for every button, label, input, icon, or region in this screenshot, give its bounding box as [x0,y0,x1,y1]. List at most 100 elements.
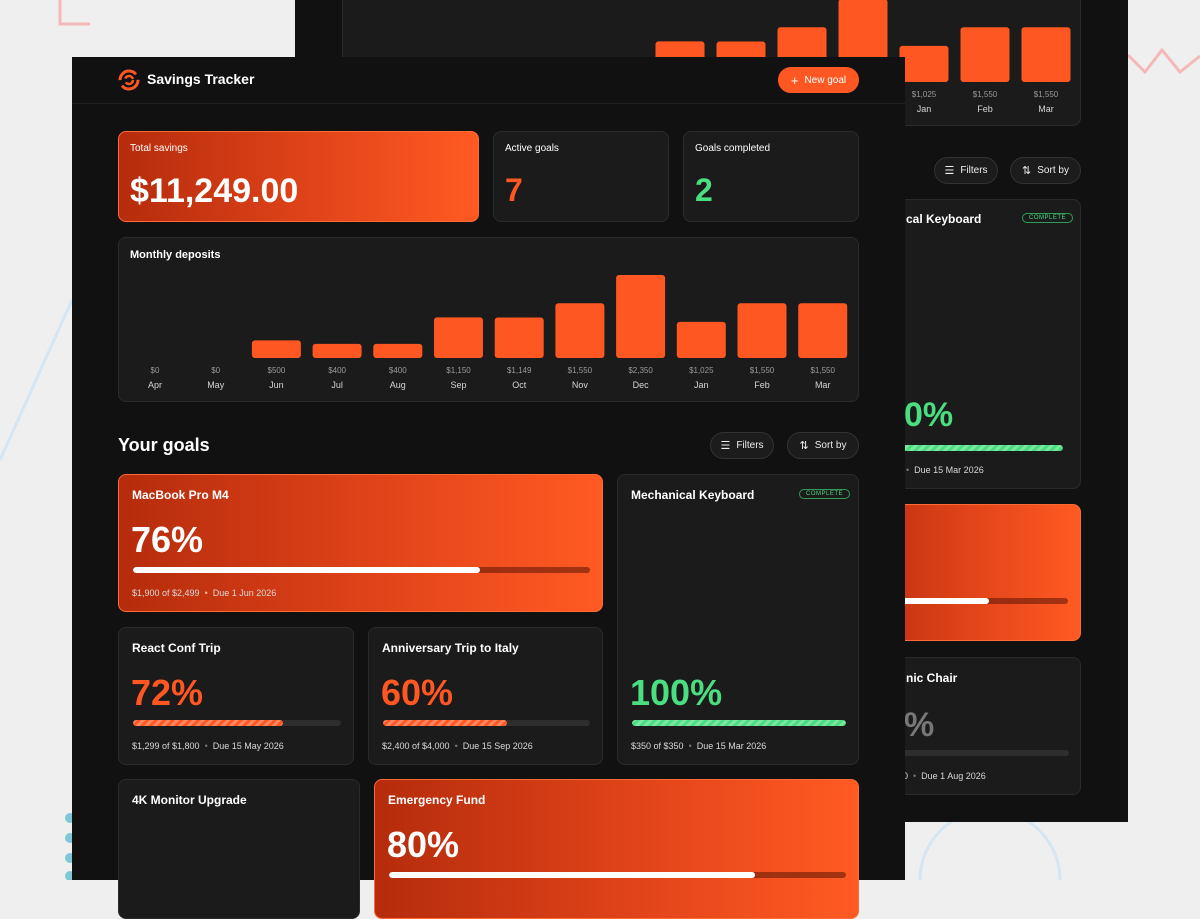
goal-amount: $1,900 of $2,499 [132,588,200,598]
filters-label: Filters [960,165,988,176]
stat-label: Goals completed [695,143,771,154]
goal-due: Due 15 Sep 2026 [462,741,533,751]
stat-card: Total savings $11,249.00 [118,131,479,222]
x-tick-label: Mar [815,380,831,390]
goal-card[interactable]: Emergency Fund 80% [374,779,859,919]
filters-label: Filters [736,440,764,451]
goal-card[interactable]: 4K Monitor Upgrade [118,779,360,919]
value-label: $400 [328,366,346,375]
x-tick-label: Jan [917,104,932,114]
sort-icon: ⇅ [799,440,809,452]
sort-label: Sort by [1037,165,1069,176]
sort-button[interactable]: ⇅ Sort by [1010,157,1081,184]
goal-amount: $2,400 of $4,000 [382,741,450,751]
goal-meta: $350 of $350 • Due 15 Mar 2026 [631,741,766,751]
goal-name: Anniversary Trip to Italy [382,641,519,655]
app-logo [118,69,140,91]
x-tick-label: Sep [450,380,466,390]
value-label: $1,150 [446,366,471,375]
bar [494,317,544,358]
goal-percent: 80% [387,824,460,865]
progress-fill [133,567,481,573]
new-goal-label: New goal [804,74,847,86]
value-label: $2,350 [628,366,653,375]
progress-track [855,445,1063,451]
stat-card: Active goals 7 [493,131,669,222]
progress-fill [133,720,283,726]
plus-icon: + [790,72,799,88]
bar [798,303,848,358]
x-tick-label: Oct [512,380,527,390]
goal-amount: 0 [903,771,909,781]
bar [737,303,787,358]
app-title: Savings Tracker [147,71,255,87]
value-label: $1,550 [568,366,593,375]
x-tick-label: Feb [977,104,993,114]
bar [676,321,726,358]
progress-track [855,598,1068,604]
stat-card: Goals completed 2 [683,131,859,222]
progress-fill [632,720,846,726]
new-goal-button[interactable]: + New goal [778,67,859,93]
decor-line [0,299,74,461]
x-tick-label: May [207,380,225,390]
x-tick-label: Dec [633,380,650,390]
value-label: $1,550 [1034,90,1059,99]
x-tick-label: Jan [694,380,709,390]
goal-amount: $1,299 of $1,800 [132,741,200,751]
x-tick-label: Nov [572,380,589,390]
goal-card[interactable]: Mechanical Keyboard COMPLETE 100% $350 of $… [617,474,859,765]
value-label: $1,550 [973,90,998,99]
goal-meta: $1,299 of $1,800 • Due 15 May 2026 [132,741,284,751]
filters-button[interactable]: ☰ Filters [710,432,774,459]
separator: • [688,741,692,751]
stat-value: 7 [505,172,523,208]
goal-percent: 60% [381,672,454,713]
value-label: $1,025 [912,90,937,99]
sort-label: Sort by [814,440,847,451]
goal-card[interactable]: Anniversary Trip to Italy 60% $2,400 of $4… [368,627,603,765]
filter-icon: ☰ [720,440,731,452]
stat-label: Total savings [130,143,188,154]
goal-name: Mechanical Keyboard [631,488,755,502]
app-window: Savings Tracker + New goal Total savings … [72,57,905,919]
section-title: Your goals [118,435,210,455]
separator: • [204,741,208,751]
bar [899,45,949,82]
goal-meta: $2,400 of $4,000 • Due 15 Sep 2026 [382,741,533,751]
x-tick-label: Apr [148,380,162,390]
goal-due: Due 15 May 2026 [212,741,284,751]
goal-name: cal Keyboard [906,212,982,226]
goal-card[interactable]: MacBook Pro M4 76% $1,900 of $2,499 • Due 1 … [118,474,603,612]
value-label: $500 [268,366,286,375]
progress-track [383,720,590,726]
goal-card[interactable]: React Conf Trip 72% $1,299 of $1,800 • Due 1… [118,627,354,765]
goal-percent: 100% [630,672,723,713]
filter-icon: ☰ [944,165,955,177]
x-tick-label: Feb [754,380,770,390]
value-label: $400 [389,366,407,375]
goal-percent: 0% [904,396,954,434]
x-tick-label: Jun [269,380,284,390]
progress-fill [855,598,990,604]
progress-track [632,720,846,726]
sort-button[interactable]: ⇅ Sort by [787,432,859,459]
decor-line [58,0,90,26]
value-label: $1,025 [689,366,714,375]
separator: • [204,588,208,598]
stat-value: $11,249.00 [130,172,299,210]
goal-meta: 0 • Due 1 Aug 2026 [903,771,986,781]
sort-icon: ⇅ [1022,165,1032,177]
bar [312,343,362,358]
goal-name: 4K Monitor Upgrade [132,793,247,807]
bar [251,340,301,358]
filters-button[interactable]: ☰ Filters [934,157,998,184]
goal-meta: • Due 15 Mar 2026 [906,465,984,475]
progress-fill [383,720,508,726]
progress-track [389,872,846,878]
bar [1021,27,1071,82]
x-tick-label: Aug [390,380,406,390]
value-label: $0 [211,366,220,375]
goal-name: MacBook Pro M4 [132,488,229,502]
